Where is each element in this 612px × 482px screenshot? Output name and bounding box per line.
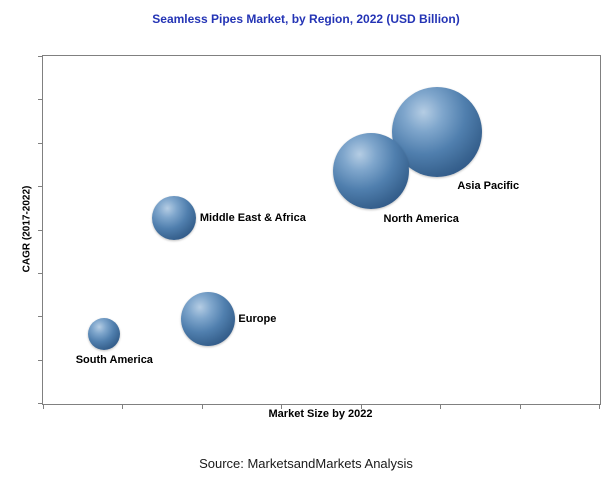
chart-title: Seamless Pipes Market, by Region, 2022 (…	[152, 12, 460, 26]
x-axis-tick	[201, 405, 203, 409]
y-axis-tick	[38, 316, 42, 318]
y-axis-tick	[38, 359, 42, 361]
y-axis-tick	[38, 272, 42, 274]
x-axis-tick	[599, 405, 600, 409]
x-axis-tick	[360, 405, 362, 409]
bubble-south-america	[87, 318, 120, 351]
y-axis-tick	[38, 142, 42, 144]
bubble-middle-east-africa	[151, 195, 196, 240]
bubble-label: Europe	[238, 313, 277, 326]
y-axis-tick	[38, 186, 42, 188]
bubble-label: South America	[75, 354, 153, 367]
x-axis-tick	[122, 405, 124, 409]
plot-area: South America Europe Middle East & Africa A…	[38, 55, 601, 409]
bubble-label: Asia Pacific	[457, 179, 520, 192]
x-axis-tick	[440, 405, 442, 409]
x-axis-tick	[519, 405, 521, 409]
source-note: Source: MarketsandMarkets Analysis	[199, 456, 413, 471]
x-axis-tick	[281, 405, 283, 409]
y-axis-tick	[38, 99, 42, 101]
y-axis-tick	[38, 56, 42, 57]
x-axis-label: Market Size by 2022	[268, 408, 373, 420]
x-axis-tick	[43, 405, 44, 409]
bubble-north-america	[332, 132, 409, 209]
y-axis-label: CAGR (2017-2022)	[21, 185, 33, 273]
y-axis-tick	[38, 229, 42, 231]
bubble-label: Middle East & Africa	[199, 211, 306, 224]
bubble-europe	[181, 292, 236, 347]
bubble-label: North America	[383, 212, 459, 225]
y-axis-tick	[38, 403, 42, 404]
